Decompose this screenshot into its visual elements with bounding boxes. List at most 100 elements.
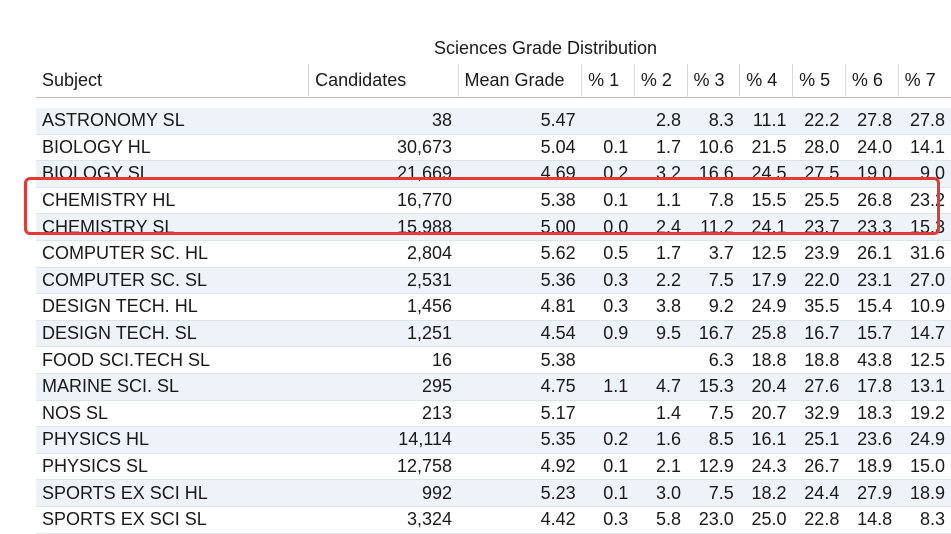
value-cell: 5.38 bbox=[458, 187, 582, 215]
value-cell: 23.9 bbox=[792, 240, 846, 268]
value-cell: 1.1 bbox=[634, 187, 687, 215]
value-cell: 18.2 bbox=[739, 479, 793, 507]
subject-cell: FOOD SCI.TECH SL bbox=[36, 346, 309, 374]
value-cell: 12.5 bbox=[898, 346, 951, 374]
value-cell: 15.5 bbox=[739, 187, 793, 215]
value-cell: 16.6 bbox=[687, 160, 740, 188]
value-cell: 27.9 bbox=[845, 479, 899, 507]
subject-cell: BIOLOGY HL bbox=[36, 134, 309, 162]
value-cell: 15.7 bbox=[845, 320, 899, 348]
value-cell: 0.3 bbox=[581, 506, 635, 534]
value-cell: 25.0 bbox=[739, 506, 793, 534]
column-header: % 6 bbox=[844, 64, 899, 98]
column-header: % 3 bbox=[686, 64, 740, 98]
value-cell: 26.1 bbox=[845, 240, 899, 268]
column-header: % 1 bbox=[581, 64, 635, 98]
subject-cell: SPORTS EX SCI HL bbox=[36, 479, 309, 507]
value-cell: 0.0 bbox=[581, 213, 635, 241]
value-cell: 4.81 bbox=[458, 293, 582, 321]
value-cell: 18.8 bbox=[739, 346, 793, 374]
value-cell: 295 bbox=[308, 373, 459, 401]
value-cell: 20.4 bbox=[739, 373, 793, 401]
table-row: PHYSICS HL 14,114 5.35 0.2 1.6 8.5 16.1 25.1 23.… bbox=[36, 426, 951, 454]
value-cell: 25.5 bbox=[792, 187, 846, 215]
value-cell: 16 bbox=[308, 346, 459, 374]
value-cell: 0.1 bbox=[581, 453, 635, 481]
subject-cell: BIOLOGY SL bbox=[36, 160, 309, 188]
value-cell: 1.7 bbox=[634, 134, 687, 162]
value-cell: 3.8 bbox=[634, 293, 687, 321]
grade-distribution-table: Subject Candidates Mean Grade% 1% 2% 3% 4%… bbox=[36, 64, 951, 534]
value-cell: 25.8 bbox=[739, 320, 793, 348]
value-cell: 24.4 bbox=[792, 479, 846, 507]
value-cell bbox=[634, 346, 687, 374]
value-cell: 1,456 bbox=[308, 293, 459, 321]
value-cell: 35.5 bbox=[792, 293, 846, 321]
value-cell: 26.7 bbox=[792, 453, 846, 481]
value-cell: 27.6 bbox=[792, 373, 846, 401]
spacer-row bbox=[36, 97, 951, 108]
value-cell: 0.5 bbox=[581, 240, 635, 268]
value-cell: 26.8 bbox=[845, 187, 899, 215]
value-cell: 992 bbox=[308, 479, 459, 507]
value-cell: 4.7 bbox=[634, 373, 687, 401]
value-cell: 23.0 bbox=[687, 506, 740, 534]
value-cell: 19.2 bbox=[898, 400, 951, 428]
value-cell: 31.6 bbox=[898, 240, 951, 268]
value-cell: 4.42 bbox=[458, 506, 582, 534]
table-row: CHEMISTRY SL 15,988 5.00 0.0 2.4 11.2 24.1 23.7… bbox=[36, 213, 951, 241]
value-cell: 7.8 bbox=[687, 187, 740, 215]
value-cell: 27.8 bbox=[898, 108, 951, 135]
value-cell: 5.38 bbox=[458, 346, 582, 374]
value-cell: 23.7 bbox=[792, 213, 846, 241]
value-cell: 15,988 bbox=[308, 213, 459, 241]
value-cell: 24.0 bbox=[845, 134, 899, 162]
value-cell: 1.7 bbox=[634, 240, 687, 268]
value-cell: 0.1 bbox=[581, 479, 635, 507]
value-cell: 4.92 bbox=[458, 453, 582, 481]
value-cell: 0.9 bbox=[581, 320, 635, 348]
value-cell: 11.2 bbox=[687, 213, 740, 241]
value-cell: 2,531 bbox=[308, 267, 459, 295]
value-cell: 213 bbox=[308, 400, 459, 428]
value-cell: 9.2 bbox=[687, 293, 740, 321]
value-cell: 4.69 bbox=[458, 160, 582, 188]
value-cell: 0.3 bbox=[581, 293, 635, 321]
value-cell: 1.4 bbox=[634, 400, 687, 428]
value-cell: 14.7 bbox=[898, 320, 951, 348]
value-cell: 38 bbox=[308, 108, 459, 135]
column-header: % 5 bbox=[792, 64, 846, 98]
value-cell: 18.8 bbox=[792, 346, 846, 374]
value-cell: 8.3 bbox=[898, 506, 951, 534]
table-body: ASTRONOMY SL 38 5.47 2.8 8.3 11.1 22.2 27.8 27.8… bbox=[36, 97, 951, 534]
value-cell: 5.17 bbox=[458, 400, 582, 428]
column-header: Mean Grade bbox=[457, 64, 582, 98]
value-cell: 15.3 bbox=[687, 373, 740, 401]
value-cell: 24.9 bbox=[739, 293, 793, 321]
value-cell: 9.5 bbox=[634, 320, 687, 348]
table-row: CHEMISTRY HL 16,770 5.38 0.1 1.1 7.8 15.5 25.5 2… bbox=[36, 187, 951, 215]
value-cell: 19.0 bbox=[845, 160, 899, 188]
value-cell: 13.1 bbox=[898, 373, 951, 401]
table-row: SPORTS EX SCI SL 3,324 4.42 0.3 5.8 23.0 25.0 2… bbox=[36, 506, 951, 534]
value-cell: 20.7 bbox=[739, 400, 793, 428]
value-cell: 3.7 bbox=[687, 240, 740, 268]
value-cell: 5.00 bbox=[458, 213, 582, 241]
column-header: Candidates bbox=[308, 64, 459, 98]
value-cell: 17.9 bbox=[739, 267, 793, 295]
value-cell: 0.1 bbox=[581, 134, 635, 162]
table-row: SPORTS EX SCI HL 992 5.23 0.1 3.0 7.5 18.2 24.4… bbox=[36, 479, 951, 507]
value-cell: 1.1 bbox=[581, 373, 635, 401]
value-cell: 3.0 bbox=[634, 479, 687, 507]
value-cell: 22.2 bbox=[792, 108, 846, 135]
value-cell: 11.1 bbox=[739, 108, 793, 135]
value-cell: 24.1 bbox=[739, 213, 793, 241]
value-cell: 2,804 bbox=[308, 240, 459, 268]
value-cell: 30,673 bbox=[308, 134, 459, 162]
value-cell: 22.8 bbox=[792, 506, 846, 534]
subject-cell: DESIGN TECH. SL bbox=[36, 320, 309, 348]
table-row: PHYSICS SL 12,758 4.92 0.1 2.1 12.9 24.3 26.7 18… bbox=[36, 453, 951, 481]
value-cell: 7.5 bbox=[687, 400, 740, 428]
header-row: Subject Candidates Mean Grade% 1% 2% 3% 4%… bbox=[36, 64, 951, 98]
value-cell: 43.8 bbox=[845, 346, 899, 374]
